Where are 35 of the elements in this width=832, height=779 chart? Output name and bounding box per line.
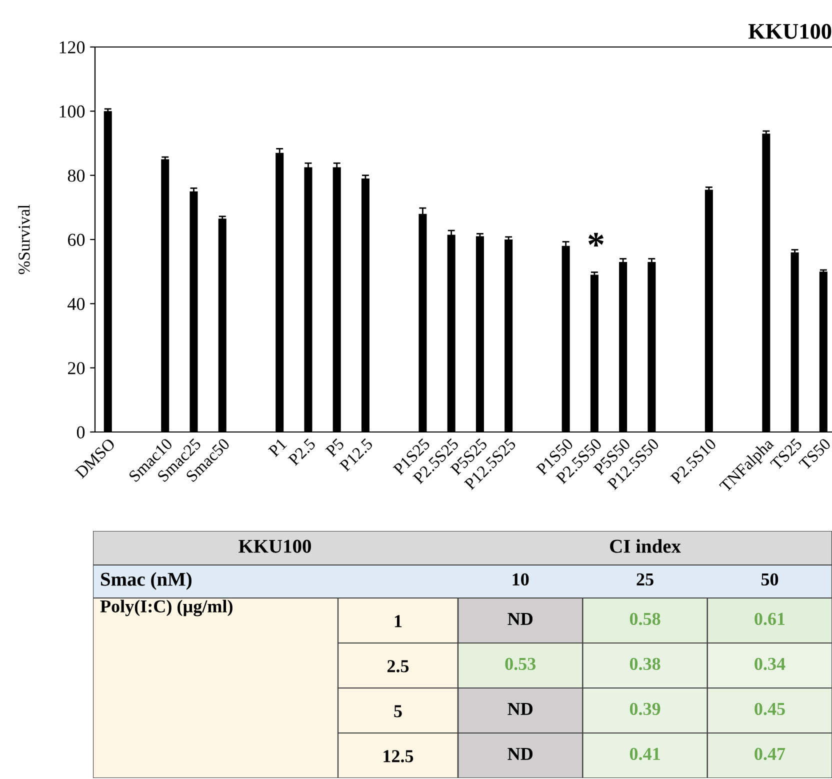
data-label: 0.41: [630, 748, 660, 760]
y-tick-label: 60: [68, 234, 85, 246]
text: ND: [508, 613, 533, 625]
y-tick-label: 12.5: [384, 750, 414, 762]
text: ND: [508, 703, 533, 715]
chart-title: KKU100: [748, 24, 832, 39]
y-tick-label: 5: [394, 705, 402, 718]
data-label: 0.34: [754, 658, 786, 670]
y-tick-label: 40: [68, 298, 85, 310]
text: Smac (nM): [101, 572, 192, 590]
x-tick-label: P1: [268, 438, 288, 458]
chart-title: CI index: [610, 539, 681, 553]
data-label: 0.58: [630, 612, 660, 626]
y-tick-label: 120: [60, 41, 85, 54]
data-label: 0.61: [754, 612, 785, 626]
x-tick-label: 50: [761, 573, 778, 586]
x-tick-label: 25: [636, 573, 654, 586]
data-label: 0.38: [630, 658, 660, 670]
y-axis-title: %Survival: [18, 204, 30, 274]
y-tick-label: 2.5: [387, 660, 409, 672]
x-tick-label: 10: [512, 573, 529, 586]
data-label: 0.53: [505, 658, 536, 670]
annotation: *: [588, 232, 604, 246]
y-axis-title: Poly(I:C) (µg/ml): [100, 600, 232, 616]
x-tick-label: P2.5: [288, 438, 316, 466]
y-tick-label: 80: [68, 170, 85, 182]
y-tick-label: 20: [68, 362, 85, 374]
y-tick-label: 0: [76, 426, 85, 438]
data-label: 0.39: [630, 702, 660, 716]
y-tick-label: 100: [60, 105, 85, 118]
data-label: 0.45: [754, 702, 785, 716]
text: KKU100: [238, 540, 311, 553]
data-label: 0.47: [754, 748, 786, 760]
y-tick-label: 1: [394, 615, 402, 628]
text: ND: [508, 748, 533, 760]
